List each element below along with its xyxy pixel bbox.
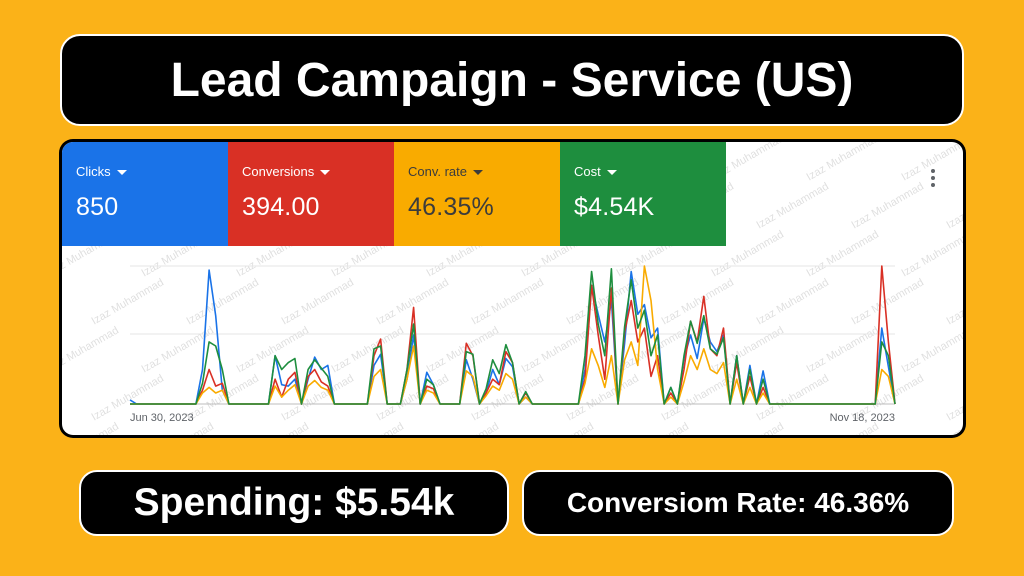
dropdown-arrow-icon bbox=[606, 169, 617, 175]
series-line-cost bbox=[130, 267, 896, 405]
watermark-text: Izaz Muhammad bbox=[754, 180, 831, 232]
metric-label-conv-rate: Conv. rate bbox=[408, 164, 546, 179]
chart-series bbox=[129, 265, 896, 405]
watermark-text: Izaz Muhammad bbox=[944, 180, 963, 232]
dropdown-arrow-icon bbox=[116, 169, 127, 175]
watermark-text: Izaz Muhammad bbox=[804, 142, 881, 184]
x-axis-end-label: Nov 18, 2023 bbox=[830, 412, 895, 424]
metric-label-cost-text: Cost bbox=[574, 164, 601, 179]
metric-value-conversions: 394.00 bbox=[242, 193, 320, 221]
series-line-conv_rate bbox=[130, 265, 896, 405]
series-line-conversions bbox=[130, 265, 896, 405]
conversion-rate-text: Conversiom Rate: 46.36% bbox=[566, 487, 910, 518]
metric-tile-conv-rate[interactable]: Conv. rate 46.35% bbox=[394, 142, 560, 246]
metric-value-clicks: 850 bbox=[76, 193, 119, 221]
conversion-rate-banner: Conversiom Rate: 46.36% bbox=[522, 470, 954, 536]
metric-value-conv-rate: 46.35% bbox=[408, 193, 494, 221]
dropdown-arrow-icon bbox=[473, 169, 484, 175]
campaign-title-banner: Lead Campaign - Service (US) bbox=[60, 34, 964, 126]
chart-grid bbox=[130, 265, 895, 405]
more-vert-dot bbox=[931, 169, 935, 173]
series-line-clicks bbox=[129, 269, 896, 405]
spending-banner: Spending: $5.54k bbox=[79, 470, 509, 536]
x-axis-start-label: Jun 30, 2023 bbox=[130, 412, 194, 424]
metric-label-cost: Cost bbox=[574, 164, 712, 179]
performance-line-chart: Jun 30, 2023 Nov 18, 2023 bbox=[129, 265, 896, 424]
metric-label-conversions-text: Conversions bbox=[242, 164, 315, 179]
metric-label-clicks: Clicks bbox=[76, 164, 214, 179]
metric-tile-clicks[interactable]: Clicks 850 bbox=[62, 142, 228, 246]
metric-value-cost: $4.54K bbox=[574, 193, 655, 221]
dropdown-arrow-icon bbox=[320, 169, 331, 175]
more-vert-dot bbox=[931, 176, 935, 180]
more-vert-dot bbox=[931, 183, 935, 187]
spending-text: Spending: $5.54k bbox=[133, 481, 455, 524]
more-vert-icon[interactable] bbox=[931, 169, 935, 187]
performance-panel: Izaz Muhammad Izaz Muhammad Izaz Muhammad I… bbox=[59, 139, 966, 438]
campaign-title: Lead Campaign - Service (US) bbox=[170, 53, 854, 107]
metric-label-conv-rate-text: Conv. rate bbox=[408, 164, 468, 179]
metric-tile-conversions[interactable]: Conversions 394.00 bbox=[228, 142, 394, 246]
metric-label-clicks-text: Clicks bbox=[76, 164, 111, 179]
metric-tiles: Clicks 850 Conversions 394.00 Conv. rate… bbox=[62, 142, 726, 246]
metric-label-conversions: Conversions bbox=[242, 164, 380, 179]
watermark-text: Izaz Muhammad bbox=[849, 180, 926, 232]
metric-tile-cost[interactable]: Cost $4.54K bbox=[560, 142, 726, 246]
performance-card: Izaz Muhammad Izaz Muhammad Izaz Muhammad I… bbox=[62, 142, 963, 435]
